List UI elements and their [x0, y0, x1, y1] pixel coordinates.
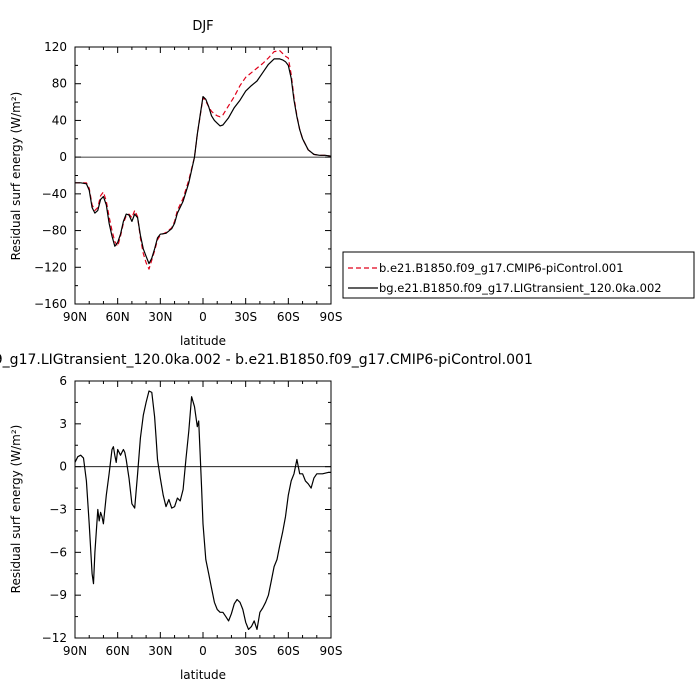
- bottom-xtick-label: 60N: [106, 644, 130, 658]
- top-ytick-label: 0: [59, 150, 67, 164]
- top-series-line-2: [75, 58, 332, 265]
- bottom-ytick-label: −12: [42, 631, 67, 645]
- legend-label-series-2: bg.e21.B1850.f09_g17.LIGtransient_120.0k…: [379, 281, 662, 295]
- top-xtick-label: 30N: [148, 310, 172, 324]
- bottom-chart: bg.e21.B1850.f09_g17.LIGtransient_120.0k…: [0, 352, 533, 682]
- legend-label-series-1: b.e21.B1850.f09_g17.CMIP6-piControl.001: [379, 261, 624, 275]
- top-chart: DJF 90N 60N 30N 0 30S 60S 90S −160 −120 −80 −40 0 40…: [9, 19, 695, 348]
- bottom-chart-title: bg.e21.B1850.f09_g17.LIGtransient_120.0k…: [0, 352, 533, 368]
- top-xtick-label: 0: [199, 310, 207, 324]
- bottom-ytick-label: −9: [49, 588, 67, 602]
- top-xtick-label: 90N: [63, 310, 87, 324]
- top-ytick-label: 40: [52, 113, 67, 127]
- top-chart-legend: b.e21.B1850.f09_g17.CMIP6-piControl.001 …: [342, 251, 695, 299]
- top-xtick-label: 60N: [106, 310, 130, 324]
- bottom-xtick-label: 30S: [234, 644, 257, 658]
- bottom-xtick-label: 30N: [148, 644, 172, 658]
- top-ytick-label: −40: [42, 187, 67, 201]
- top-xtick-label: 30S: [234, 310, 257, 324]
- top-chart-title: DJF: [192, 19, 213, 34]
- bottom-ytick-label: 0: [59, 460, 67, 474]
- top-chart-ticks: 90N 60N 30N 0 30S 60S 90S −160 −120 −80 −40 0 40 80 12…: [34, 40, 342, 324]
- top-ytick-label: −80: [42, 224, 67, 238]
- bottom-ytick-label: −6: [49, 545, 67, 559]
- top-xtick-label: 90S: [320, 310, 343, 324]
- bottom-xtick-label: 90S: [320, 644, 343, 658]
- bottom-xtick-label: 60S: [277, 644, 300, 658]
- bottom-ytick-label: 3: [59, 417, 67, 431]
- top-ytick-label: −120: [34, 260, 67, 274]
- bottom-chart-xlabel: latitude: [180, 668, 226, 682]
- top-chart-ylabel: Residual surf energy (W/m²): [9, 92, 23, 261]
- bottom-series-line-1: [74, 390, 331, 631]
- bottom-chart-series: [74, 390, 331, 631]
- top-chart-xlabel: latitude: [180, 334, 226, 348]
- bottom-ytick-label: −3: [49, 503, 67, 517]
- bottom-chart-ticks: 90N 60N 30N 0 30S 60S 90S −12 −9 −6 −3 0 3 6: [42, 374, 343, 658]
- top-xtick-label: 60S: [277, 310, 300, 324]
- bottom-xtick-label: 90N: [63, 644, 87, 658]
- bottom-chart-ylabel: Residual surf energy (W/m²): [9, 425, 23, 594]
- top-ytick-label: 120: [44, 40, 67, 54]
- top-ytick-label: −160: [34, 297, 67, 311]
- bottom-xtick-label: 0: [199, 644, 207, 658]
- top-chart-series: [75, 50, 332, 270]
- top-series-line-1: [75, 50, 332, 270]
- bottom-ytick-label: 6: [59, 374, 67, 388]
- top-ytick-label: 80: [52, 77, 67, 91]
- legend-box: [342, 251, 695, 299]
